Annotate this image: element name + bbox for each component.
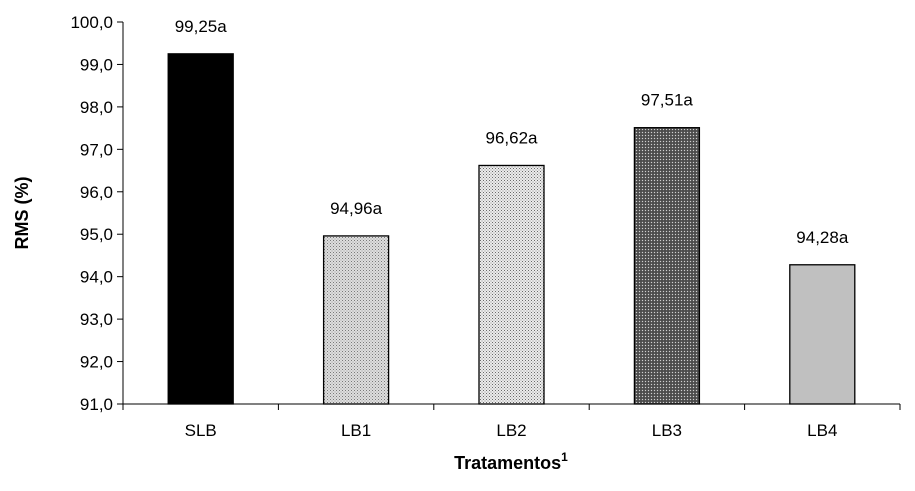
y-tick-label: 92,0 [80,353,113,372]
x-ticks-group: SLB LB1 LB2 LB3 LB4 [122,404,901,440]
y-tick-label: 97,0 [80,140,113,159]
bar-lb2 [478,164,545,405]
y-tick-label: 96,0 [80,183,113,202]
data-label-slb: 99,25a [175,17,228,36]
y-tick-label: 93,0 [80,310,113,329]
y-ticks-group: 91,0 92,0 93,0 94,0 95,0 96,0 97,0 98,0 99,0 100,… [70,13,123,414]
data-label-lb4: 94,28a [796,228,849,247]
x-tick-label: SLB [185,421,217,440]
data-labels-group: 99,25a 94,96a 96,62a 97,51a 94,28a [175,17,849,247]
x-tick-label: LB1 [341,421,371,440]
y-tick-label: 94,0 [80,268,113,287]
bar-slb [167,53,234,405]
y-axis-title: RMS (%) [12,177,32,250]
bar-lb3 [633,127,701,405]
data-label-lb3: 97,51a [641,91,694,110]
y-tick-label: 91,0 [80,395,113,414]
data-label-lb1: 94,96a [330,199,383,218]
y-tick-label: 99,0 [80,55,113,74]
x-axis-title-superscript: 1 [561,450,568,464]
x-tick-label: LB3 [652,421,682,440]
data-label-lb2: 96,62a [486,128,539,147]
y-tick-label: 100,0 [70,13,113,32]
y-tick-label: 95,0 [80,225,113,244]
bar-lb1 [322,235,390,405]
x-axis-title-text: Tratamentos [454,453,561,473]
y-tick-label: 98,0 [80,98,113,117]
bars-group [167,53,856,405]
bar-lb4 [789,264,856,405]
x-axis-title: Tratamentos1 [454,450,568,473]
x-tick-label: LB2 [496,421,526,440]
x-tick-label: LB4 [807,421,837,440]
